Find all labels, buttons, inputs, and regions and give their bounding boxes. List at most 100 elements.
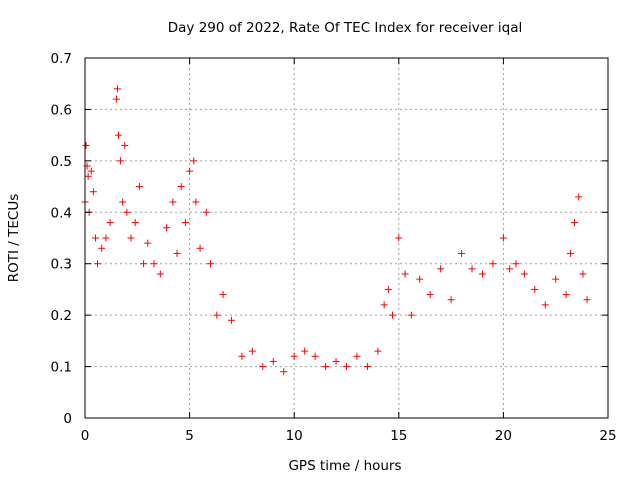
data-point xyxy=(311,352,319,360)
data-point xyxy=(94,260,102,268)
y-tick-label: 0.2 xyxy=(51,308,72,324)
data-point xyxy=(322,363,330,371)
axis-ticks xyxy=(84,57,609,419)
data-point xyxy=(173,249,181,257)
data-point xyxy=(447,296,455,304)
data-point xyxy=(407,311,415,319)
data-point xyxy=(389,311,397,319)
data-point xyxy=(131,219,139,227)
data-point xyxy=(468,265,476,273)
data-point xyxy=(562,291,570,299)
data-point xyxy=(301,347,309,355)
data-point xyxy=(123,208,131,216)
data-point xyxy=(374,347,382,355)
data-point xyxy=(552,275,560,283)
x-tick-label: 20 xyxy=(495,428,512,444)
x-tick-label: 5 xyxy=(185,428,194,444)
data-point xyxy=(227,316,235,324)
data-point xyxy=(163,224,171,232)
data-point xyxy=(512,260,520,268)
y-tick-label: 0.4 xyxy=(51,205,72,221)
data-point xyxy=(87,167,95,175)
x-tick-label: 15 xyxy=(390,428,407,444)
data-point xyxy=(84,172,92,180)
y-tick-label: 0 xyxy=(63,411,72,427)
y-axis-label: ROTI / TECUs xyxy=(6,194,22,282)
data-point xyxy=(437,265,445,273)
data-point xyxy=(384,285,392,293)
data-point xyxy=(196,244,204,252)
data-point xyxy=(489,260,497,268)
data-point xyxy=(213,311,221,319)
data-point xyxy=(140,260,148,268)
data-point xyxy=(579,270,587,278)
data-point xyxy=(571,219,579,227)
data-point xyxy=(119,198,127,206)
data-point xyxy=(238,352,246,360)
data-point xyxy=(248,347,256,355)
chart-title: Day 290 of 2022, Rate Of TEC Index for r… xyxy=(168,20,523,36)
data-point xyxy=(259,363,267,371)
x-axis-label: GPS time / hours xyxy=(288,458,401,474)
x-tick-label: 0 xyxy=(81,428,90,444)
data-point xyxy=(181,219,189,227)
data-point xyxy=(531,285,539,293)
data-point xyxy=(207,260,215,268)
data-point xyxy=(520,270,528,278)
data-point xyxy=(117,157,125,165)
data-point xyxy=(380,301,388,309)
data-point xyxy=(499,234,507,242)
data-point xyxy=(202,208,210,216)
data-point xyxy=(353,352,361,360)
data-point xyxy=(269,357,277,365)
data-point xyxy=(192,198,200,206)
data-point xyxy=(169,198,177,206)
data-point xyxy=(478,270,486,278)
y-tick-label: 0.6 xyxy=(51,102,72,118)
data-point xyxy=(575,193,583,201)
tick-labels: 0 5 10 15 20 25 0 0.1 0.2 0.3 0.4 0.5 0.6 0.7 xyxy=(51,51,617,444)
y-tick-label: 0.3 xyxy=(51,257,72,273)
y-tick-label: 0.5 xyxy=(51,154,72,170)
data-point xyxy=(144,239,152,247)
data-point xyxy=(156,270,164,278)
data-point xyxy=(401,270,409,278)
data-point xyxy=(91,234,99,242)
x-tick-label: 25 xyxy=(599,428,616,444)
data-points xyxy=(81,85,591,376)
data-point xyxy=(190,157,198,165)
plot-frame xyxy=(84,57,609,419)
data-point xyxy=(332,357,340,365)
data-point xyxy=(219,291,227,299)
data-point xyxy=(112,95,120,103)
data-point xyxy=(426,291,434,299)
data-point xyxy=(290,352,298,360)
data-point xyxy=(280,368,288,376)
data-point xyxy=(135,183,143,191)
x-tick-label: 10 xyxy=(286,428,303,444)
data-point xyxy=(343,363,350,371)
y-tick-label: 0.7 xyxy=(51,51,72,67)
data-point xyxy=(363,363,371,371)
data-point xyxy=(416,275,424,283)
data-point xyxy=(506,265,514,273)
y-tick-label: 0.1 xyxy=(51,360,72,376)
data-point xyxy=(114,131,122,139)
data-point xyxy=(458,249,466,257)
data-point xyxy=(177,183,185,191)
data-point xyxy=(395,234,403,242)
data-point xyxy=(113,85,121,93)
data-point xyxy=(566,249,574,257)
data-point xyxy=(186,167,194,175)
data-point xyxy=(98,244,106,252)
data-point xyxy=(583,296,591,304)
data-point xyxy=(89,188,97,196)
data-point xyxy=(541,301,549,309)
data-point xyxy=(106,219,114,227)
data-point xyxy=(127,234,135,242)
data-point xyxy=(102,234,110,242)
data-point xyxy=(121,141,129,149)
data-point xyxy=(150,260,158,268)
data-point xyxy=(82,141,90,149)
